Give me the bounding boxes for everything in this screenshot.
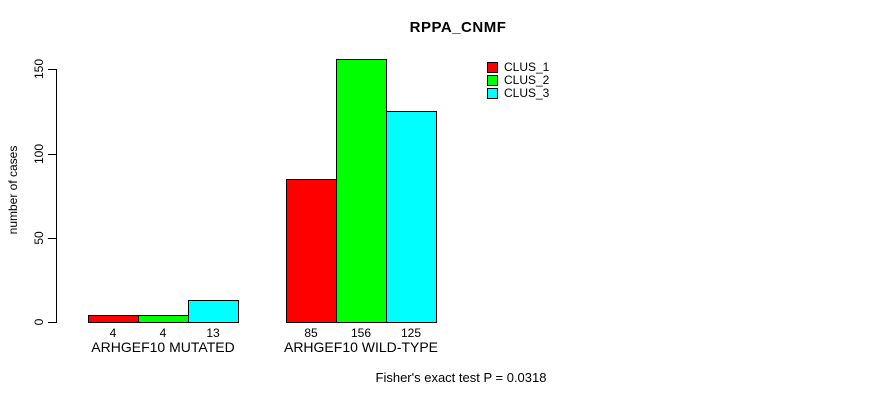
bar-clus_3 <box>386 111 437 323</box>
category-label: ARHGEF10 MUTATED <box>91 339 235 355</box>
bar-value-label: 156 <box>350 326 372 340</box>
bar-clus_3 <box>188 300 239 323</box>
bar-value-label: 4 <box>109 326 117 340</box>
y-axis-label: number of cases <box>6 145 20 235</box>
bar-clus_1 <box>286 179 337 323</box>
legend-label: CLUS_3 <box>504 86 550 100</box>
chart-title: RPPA_CNMF <box>409 19 507 36</box>
legend-swatch-icon <box>487 61 498 73</box>
legend-item-clus_2: CLUS_2 <box>487 74 549 86</box>
legend-label: CLUS_1 <box>504 60 550 74</box>
y-tick-mark <box>48 69 56 70</box>
y-tick-mark <box>48 322 56 323</box>
legend-item-clus_3: CLUS_3 <box>487 87 549 99</box>
bar-clus_2 <box>336 59 387 323</box>
y-tick-label: 100 <box>32 143 46 165</box>
y-tick-label: 150 <box>32 58 46 80</box>
legend-item-clus_1: CLUS_1 <box>487 61 549 73</box>
bar-value-label: 4 <box>159 326 167 340</box>
legend-swatch-icon <box>487 74 498 86</box>
legend-swatch-icon <box>487 87 498 99</box>
y-tick-mark <box>48 238 56 239</box>
bar-value-label: 85 <box>304 326 318 340</box>
y-tick-mark <box>48 154 56 155</box>
bar-value-label: 13 <box>206 326 220 340</box>
y-tick-label: 0 <box>32 318 46 326</box>
bar-clus_2 <box>138 315 189 323</box>
legend-label: CLUS_2 <box>504 73 550 87</box>
y-tick-label: 50 <box>32 231 46 245</box>
legend: CLUS_1 CLUS_2 CLUS_3 <box>487 61 549 100</box>
category-label: ARHGEF10 WILD-TYPE <box>283 339 439 355</box>
y-axis-line <box>56 69 57 323</box>
bar-value-label: 125 <box>400 326 422 340</box>
bar-clus_1 <box>88 315 139 323</box>
fishers-test-annotation: Fisher's exact test P = 0.0318 <box>375 370 547 385</box>
